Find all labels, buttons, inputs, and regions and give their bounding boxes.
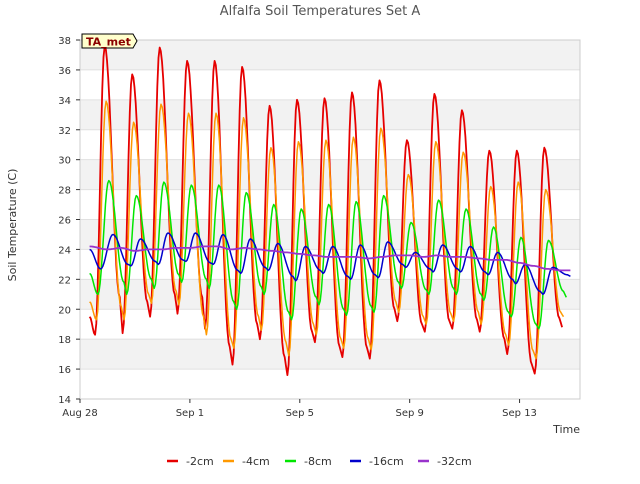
series-line-32cmcm [89,245,571,272]
y-tick-label: 38 [58,36,71,47]
y-axis: 14 16 18 20 22 24 26 28 30 32 34 36 38 [58,36,80,406]
y-tick-label: 30 [58,156,71,167]
y-tick-label: 16 [58,365,71,376]
y-tick-label: 36 [58,66,71,77]
x-axis-label: Time [552,423,580,436]
y-tick-label: 14 [58,395,71,406]
legend-label: -4cm [242,455,270,468]
y-tick-label: 32 [58,126,71,137]
series-line-4cmcm [89,100,565,360]
y-tick-label: 34 [58,96,71,107]
grid-band [80,99,580,130]
chart-title: Alfalfa Soil Temperatures Set A [220,4,421,19]
legend-label: -32cm [437,455,472,468]
y-tick-label: 24 [58,245,71,256]
x-tick-label: Sep 5 [286,408,314,419]
legend-label: -8cm [304,455,332,468]
legend: -2cm -4cm -8cm -16cm -32cm [167,455,472,468]
site-label: TA_met [86,36,131,49]
grid-band [80,339,580,370]
series-line-16cmcm [89,232,571,296]
grid-band [80,69,580,100]
x-tick-label: Sep 1 [176,408,204,419]
series-line-8cmcm [89,179,567,330]
legend-label: -16cm [369,455,404,468]
y-tick-label: 18 [58,335,71,346]
grid-band [80,189,580,220]
grid-band [80,309,580,340]
y-tick-label: 26 [58,216,71,227]
series-lines [88,45,571,376]
y-axis-label: Soil Temperature (C) [6,169,19,282]
x-tick-label: Aug 28 [62,408,97,419]
y-tick-label: 28 [58,186,71,197]
legend-label: -2cm [186,455,214,468]
grid-band [80,40,580,70]
grid-band [80,369,580,399]
site-label-box: TA_met [81,33,138,49]
y-tick-label: 22 [58,275,71,286]
y-tick-label: 20 [58,305,71,316]
x-axis: Aug 28 Sep 1 Sep 5 Sep 9 Sep 13 [62,399,537,419]
grid-band [80,279,580,310]
x-tick-label: Sep 9 [395,408,423,419]
x-tick-label: Sep 13 [502,408,537,419]
